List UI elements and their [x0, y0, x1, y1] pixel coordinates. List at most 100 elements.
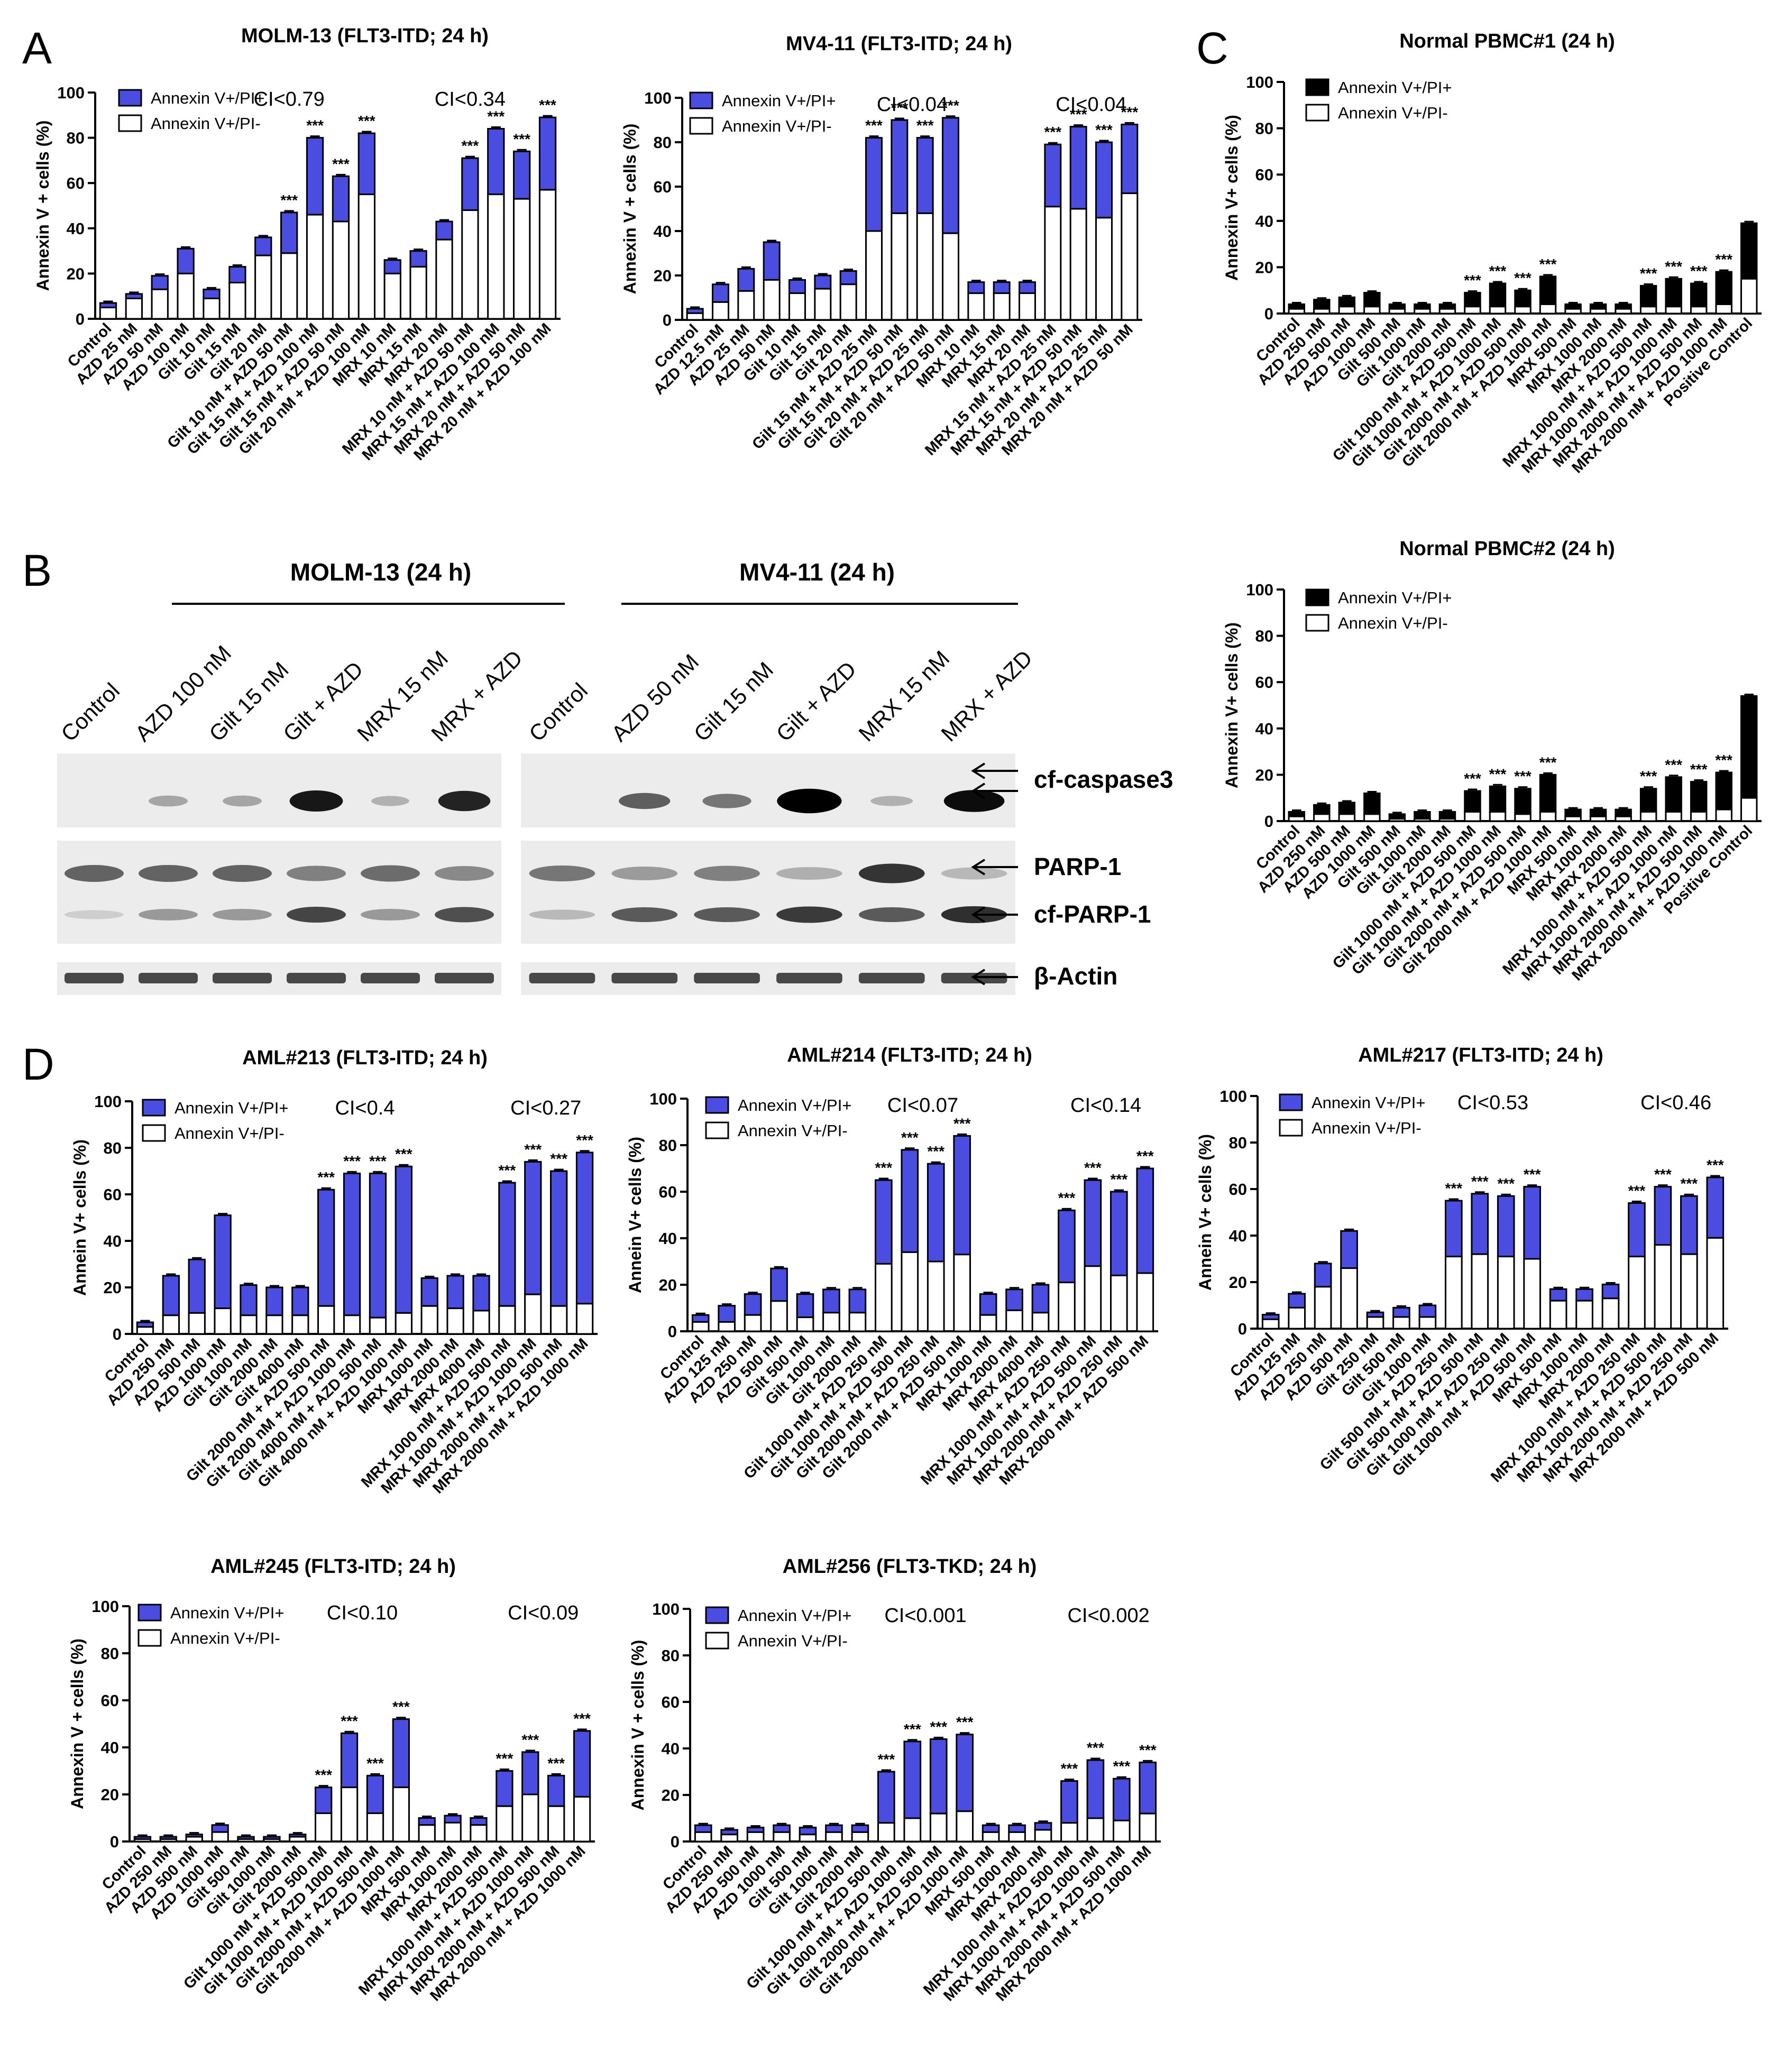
- bar-pi-negative: [1288, 308, 1305, 315]
- y-tick-label: 80: [662, 1646, 680, 1665]
- bar-pi-negative: [136, 1326, 154, 1335]
- bar-pi-negative: [1464, 811, 1481, 822]
- bar-pi-positive: [1340, 1230, 1358, 1269]
- bar-pi-positive: [1445, 1200, 1463, 1258]
- bar-pi-positive: [927, 1163, 945, 1263]
- y-tick-label: 80: [67, 129, 85, 148]
- bar-pi-negative: [691, 1321, 710, 1332]
- significance-mark: ***: [1628, 1182, 1646, 1199]
- legend-swatch-pi-negative: [142, 1124, 166, 1142]
- bar-pi-negative: [1139, 1812, 1157, 1843]
- bar-pi-negative: [306, 214, 324, 320]
- bar-pi-positive: [1058, 1209, 1076, 1284]
- bar-pi-positive: [240, 1284, 258, 1316]
- bar-pi-positive: [1069, 126, 1087, 210]
- bar-pi-positive: [1139, 1761, 1157, 1815]
- bar-pi-positive: [1019, 281, 1036, 294]
- band-cf-caspase3: [777, 788, 842, 814]
- bar-pi-negative: [1639, 306, 1657, 315]
- bar-pi-negative: [332, 220, 350, 320]
- bar-pi-positive: [1005, 1288, 1023, 1311]
- bar-pi-positive: [291, 1286, 309, 1316]
- bar-pi-positive: [1044, 143, 1062, 208]
- bar-pi-positive: [825, 1824, 843, 1833]
- bar-pi-positive: [799, 1827, 817, 1836]
- significance-mark: ***: [1070, 106, 1087, 123]
- chart-aml213: AML#213 (FLT3-ITD; 24 h) 0 20 40 60 80 100 Anne…: [70, 1047, 598, 1497]
- y-tick-label: 20: [1229, 1273, 1247, 1292]
- significance-mark: ***: [1707, 1157, 1724, 1173]
- bar-pi-negative: [420, 1305, 438, 1335]
- y-tick-label: 0: [1238, 1320, 1247, 1338]
- bar-pi-positive: [1639, 788, 1657, 813]
- band-cf-caspase3: [438, 790, 491, 812]
- y-tick-label: 80: [101, 1644, 119, 1663]
- bar-pi-negative: [575, 1303, 594, 1335]
- bar-pi-negative: [254, 254, 272, 320]
- band-parp1: [139, 865, 198, 882]
- bar-pi-negative: [1665, 811, 1682, 822]
- bar-pi-negative: [953, 1254, 971, 1332]
- significance-mark: ***: [1690, 761, 1708, 778]
- bar-pi-positive: [1680, 1195, 1698, 1255]
- y-tick-label: 20: [101, 1785, 119, 1804]
- significance-mark: ***: [865, 117, 883, 134]
- band-cf-parp1: [287, 907, 346, 923]
- bar-pi-positive: [513, 150, 531, 200]
- bar-pi-negative: [444, 1821, 462, 1843]
- bar-pi-positive: [1539, 275, 1557, 305]
- bar-pi-negative: [1392, 1316, 1410, 1330]
- bar-pi-positive: [1471, 1193, 1489, 1255]
- bar-pi-negative: [1497, 1256, 1515, 1330]
- bar-pi-negative: [1313, 308, 1331, 315]
- bar-pi-positive: [956, 1734, 974, 1812]
- significance-mark: ***: [369, 1153, 387, 1169]
- y-tick-label: 0: [663, 311, 672, 329]
- bar-pi-negative: [392, 1786, 410, 1843]
- bar-pi-negative: [1060, 1822, 1078, 1843]
- y-tick-label: 40: [659, 1229, 677, 1248]
- band-cf-caspase3: [289, 790, 343, 812]
- band-parp1: [858, 863, 925, 883]
- lane-label-azd-50-nm: AZD 50 nM: [607, 649, 703, 746]
- significance-mark: ***: [573, 1710, 591, 1727]
- significance-mark: ***: [904, 1721, 921, 1737]
- bar-pi-negative: [1031, 1312, 1050, 1332]
- significance-mark: ***: [942, 97, 959, 114]
- bar-pi-negative: [1113, 1819, 1131, 1843]
- bar-pi-negative: [291, 1314, 309, 1335]
- bar-pi-positive: [392, 1718, 410, 1789]
- y-tick-label: 60: [1229, 1180, 1247, 1199]
- chart-title: AML#256 (FLT3-TKD; 24 h): [783, 1555, 1037, 1578]
- y-tick-label: 80: [104, 1139, 122, 1157]
- bar-pi-negative: [1388, 818, 1406, 822]
- bar-pi-positive: [1338, 296, 1356, 308]
- bar-pi-positive: [953, 1135, 971, 1256]
- legend-swatch-pi-positive: [1305, 78, 1329, 96]
- band-parp1: [776, 867, 842, 880]
- bar-pi-negative: [1628, 1256, 1646, 1330]
- bar-pi-negative: [744, 1314, 762, 1332]
- ci-annotation: CI<0.07: [887, 1094, 958, 1117]
- band-parp1: [529, 865, 595, 881]
- bar-pi-positive: [865, 137, 883, 232]
- bar-pi-negative: [1564, 815, 1582, 822]
- bar-pi-positive: [188, 1258, 206, 1314]
- y-axis-label: Annexin V+ cells (%): [1222, 115, 1241, 281]
- bar-pi-negative: [1539, 811, 1557, 822]
- bar-pi-positive: [877, 1771, 895, 1824]
- bar-pi-positive: [1601, 1283, 1620, 1300]
- ci-annotation: CI<0.04: [1056, 94, 1126, 116]
- significance-mark: ***: [1044, 124, 1061, 140]
- chart-title: MV4-11 (FLT3-ITD; 24 h): [786, 33, 1012, 55]
- bar-pi-negative: [317, 1305, 335, 1335]
- bar-pi-positive: [929, 1738, 948, 1815]
- ci-annotation: CI<0.79: [254, 88, 325, 110]
- bar-pi-negative: [822, 1312, 840, 1332]
- significance-mark: ***: [1514, 270, 1532, 286]
- bar-pi-positive: [1314, 1263, 1332, 1288]
- significance-mark: ***: [930, 1718, 947, 1735]
- bar-pi-positive: [524, 1161, 542, 1295]
- bar-pi-negative: [712, 301, 729, 321]
- bar-pi-positive: [395, 1165, 412, 1314]
